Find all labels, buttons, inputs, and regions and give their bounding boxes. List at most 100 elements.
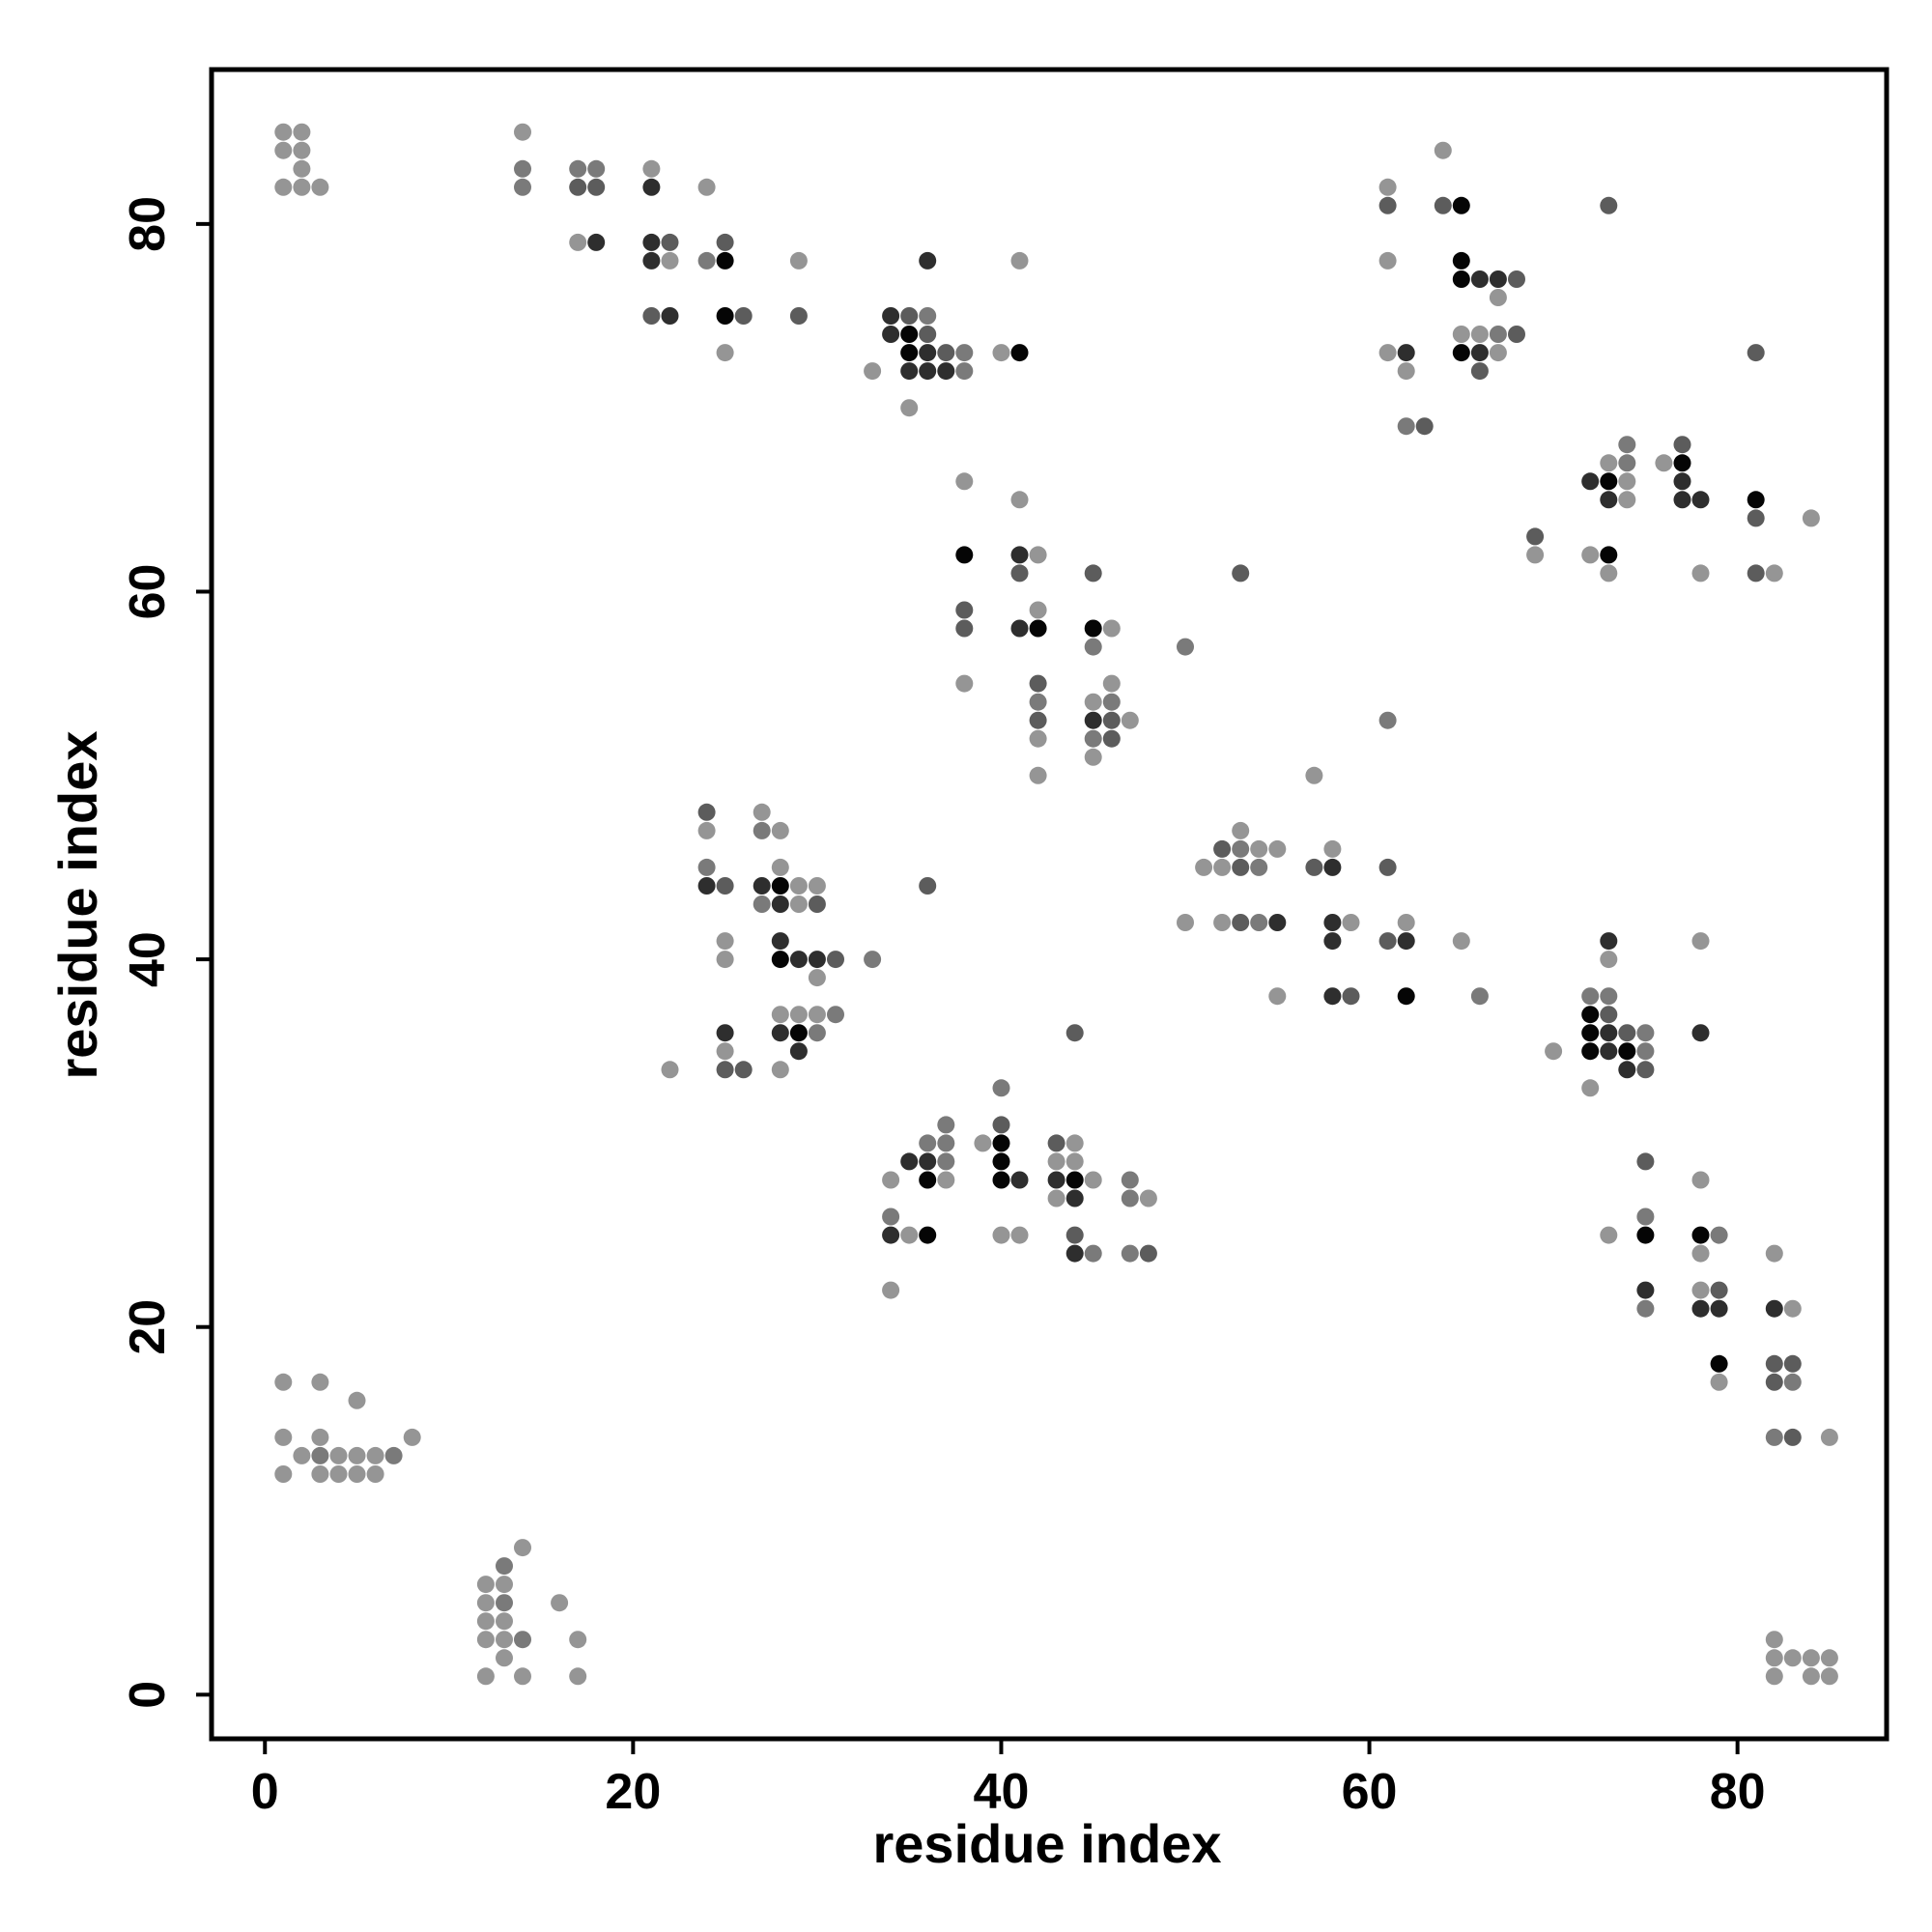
data-point xyxy=(1802,1667,1820,1686)
data-point xyxy=(808,877,826,895)
data-point xyxy=(1102,729,1121,748)
data-point xyxy=(329,1465,348,1483)
data-point xyxy=(1600,546,1618,564)
data-point xyxy=(514,178,531,196)
data-point xyxy=(900,362,919,381)
data-point xyxy=(937,344,955,362)
data-point xyxy=(587,178,606,196)
data-point xyxy=(1691,564,1710,582)
data-point xyxy=(1636,1024,1655,1042)
data-point xyxy=(476,1631,495,1649)
data-point xyxy=(311,1446,329,1464)
data-point xyxy=(1452,344,1470,362)
data-point xyxy=(697,821,716,839)
data-point xyxy=(1636,1208,1655,1226)
data-point xyxy=(1121,1189,1139,1208)
data-point xyxy=(514,1667,531,1686)
data-point xyxy=(476,1612,495,1631)
data-point xyxy=(1378,858,1397,876)
points-layer xyxy=(274,123,1838,1686)
data-point xyxy=(1820,1667,1838,1686)
data-point xyxy=(1029,546,1047,564)
data-point xyxy=(661,1061,679,1079)
data-point xyxy=(642,307,661,325)
data-point xyxy=(1600,951,1618,969)
data-point xyxy=(1600,1024,1618,1042)
data-point xyxy=(642,233,661,251)
data-point xyxy=(1526,527,1545,546)
x-tick-label: 20 xyxy=(605,1764,661,1820)
data-point xyxy=(1397,932,1415,951)
data-point xyxy=(900,1226,919,1244)
data-point xyxy=(900,1152,919,1171)
data-point xyxy=(1765,1631,1783,1649)
data-point xyxy=(1691,1299,1710,1318)
data-point xyxy=(1029,674,1047,693)
data-point xyxy=(1691,491,1710,509)
data-point xyxy=(882,307,900,325)
data-point xyxy=(992,1116,1010,1134)
data-point xyxy=(1765,1428,1783,1446)
data-point xyxy=(1195,858,1213,876)
data-point xyxy=(1232,564,1250,582)
data-point xyxy=(1065,1152,1084,1171)
data-point xyxy=(1232,914,1250,931)
data-point xyxy=(587,233,606,251)
data-point xyxy=(1747,564,1765,582)
data-point xyxy=(1010,1226,1029,1244)
data-point xyxy=(1084,693,1102,711)
data-point xyxy=(1600,1042,1618,1061)
data-point xyxy=(919,362,937,381)
data-point xyxy=(1232,821,1250,839)
data-point xyxy=(1378,932,1397,951)
data-point xyxy=(1710,1299,1728,1318)
data-point xyxy=(1452,326,1470,343)
data-point xyxy=(1323,987,1342,1006)
data-point xyxy=(734,307,753,325)
data-point xyxy=(1010,546,1029,564)
data-point xyxy=(1065,1024,1084,1042)
data-point xyxy=(1250,858,1268,876)
data-point xyxy=(1820,1649,1838,1667)
data-point xyxy=(1600,472,1618,491)
data-point xyxy=(789,251,808,270)
plot-frame xyxy=(209,67,1889,1742)
data-point xyxy=(1600,987,1618,1006)
data-point xyxy=(1434,141,1452,159)
data-point xyxy=(1691,932,1710,951)
data-point xyxy=(1581,472,1600,491)
data-point xyxy=(716,344,734,362)
data-point xyxy=(808,1006,826,1024)
data-point xyxy=(716,951,734,969)
data-point xyxy=(1397,914,1415,931)
data-point xyxy=(789,877,808,895)
data-point xyxy=(955,601,974,619)
data-point xyxy=(1691,1171,1710,1189)
data-point xyxy=(1010,251,1029,270)
data-point xyxy=(919,1226,937,1244)
data-point xyxy=(1618,1061,1636,1079)
data-point xyxy=(1820,1428,1838,1446)
data-point xyxy=(1010,1171,1029,1189)
data-point xyxy=(1783,1299,1802,1318)
data-point xyxy=(919,307,937,325)
data-point xyxy=(1084,564,1102,582)
data-point xyxy=(753,821,771,839)
data-point xyxy=(753,803,771,821)
data-point xyxy=(771,858,789,876)
data-point xyxy=(1084,711,1102,729)
data-point xyxy=(1177,638,1194,656)
data-point xyxy=(1121,1171,1139,1189)
data-point xyxy=(808,1024,826,1042)
data-point xyxy=(864,951,882,969)
data-point xyxy=(1489,289,1507,306)
data-point xyxy=(274,1465,293,1483)
data-point xyxy=(1636,1152,1655,1171)
data-point xyxy=(1084,1171,1102,1189)
data-point xyxy=(827,951,844,969)
data-point xyxy=(1084,1244,1102,1263)
data-point xyxy=(1213,914,1232,931)
data-point xyxy=(716,1042,734,1061)
x-axis-title: residue index xyxy=(872,1813,1221,1874)
